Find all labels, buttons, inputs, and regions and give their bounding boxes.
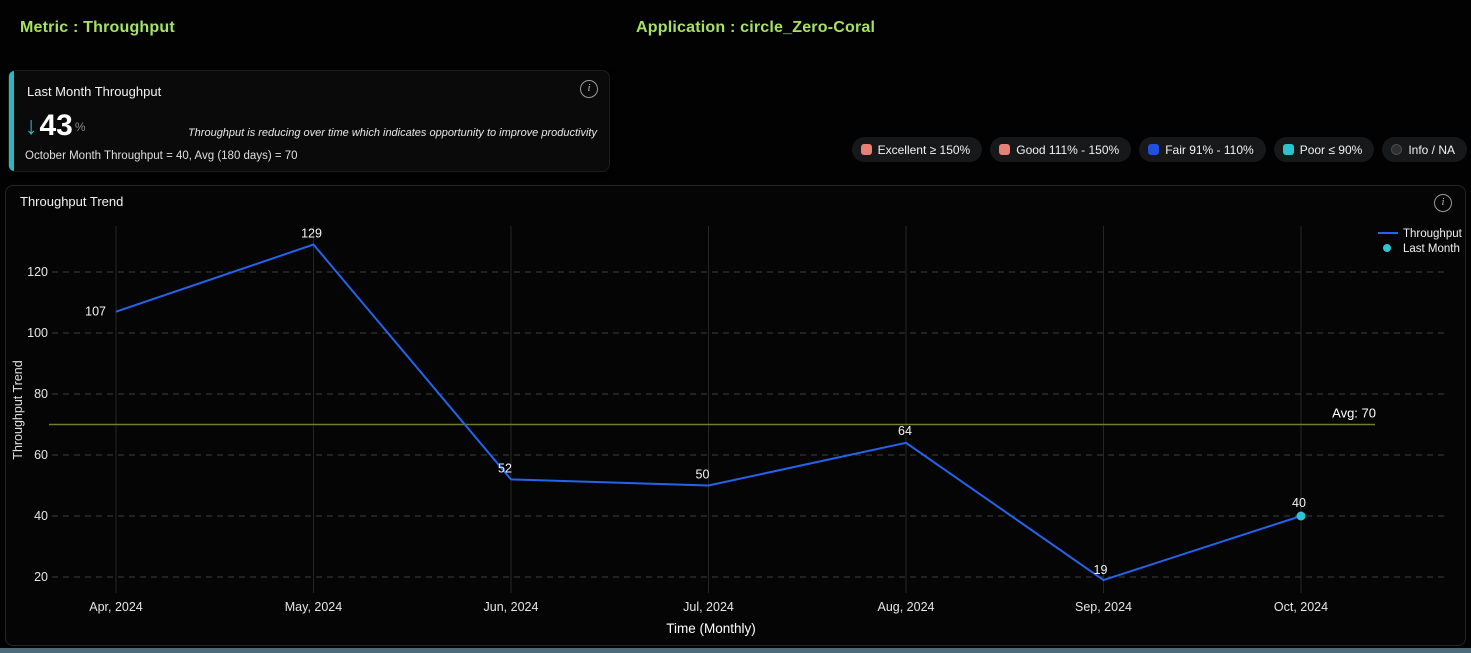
kpi-note: Throughput is reducing over time which i… <box>187 127 597 139</box>
status-circle-icon <box>1391 144 1403 155</box>
x-tick-label: Aug, 2024 <box>878 600 935 614</box>
info-icon[interactable] <box>1434 194 1452 212</box>
last-month-throughput-card: Last Month Throughput ↓ 43 % Throughput … <box>8 70 610 172</box>
arrow-down-icon: ↓ <box>25 111 38 140</box>
horizontal-scrollbar[interactable] <box>0 648 1471 653</box>
status-badge: Good 111% - 150% <box>990 137 1132 162</box>
application-header: Application : circle_Zero-Coral <box>636 19 876 36</box>
status-square-icon <box>860 144 872 155</box>
data-point-label: 64 <box>898 424 912 438</box>
status-badge: Info / NA <box>1382 137 1467 162</box>
data-point-label: 50 <box>696 468 710 482</box>
status-square-icon <box>1148 144 1160 155</box>
x-tick-label: Sep, 2024 <box>1075 600 1132 614</box>
panel-title: Throughput Trend <box>20 194 124 209</box>
status-badge: Poor ≤ 90% <box>1273 137 1375 162</box>
kpi-unit: % <box>74 120 86 134</box>
kpi-detail: October Month Throughput = 40, Avg (180 … <box>25 150 298 162</box>
y-axis-title: Throughput Trend <box>11 360 25 459</box>
status-badge-label: Info / NA <box>1408 142 1455 157</box>
status-badge: Excellent ≥ 150% <box>851 137 983 162</box>
kpi-value: 43 <box>39 109 73 142</box>
metric-header: Metric : Throughput <box>20 19 175 36</box>
y-tick-label: 120 <box>27 265 48 279</box>
x-tick-label: Jul, 2024 <box>683 600 734 614</box>
status-badge-label: Excellent ≥ 150% <box>877 142 971 157</box>
kpi-metric: ↓ 43 % <box>25 111 86 141</box>
throughput-trend-panel: Throughput Trend 20 40 60 80 100 120 Avg: 70 10… <box>5 185 1466 646</box>
y-tick-label: 100 <box>27 326 48 340</box>
status-badge-label: Poor ≤ 90% <box>1299 142 1363 157</box>
y-tick-label: 60 <box>34 448 48 462</box>
x-tick-label: Jun, 2024 <box>484 600 539 614</box>
status-square-icon <box>999 144 1011 155</box>
x-tick-label: May, 2024 <box>285 600 342 614</box>
data-point-label: 129 <box>301 227 322 241</box>
y-tick-label: 80 <box>34 387 48 401</box>
legend-dot-icon <box>1383 244 1391 252</box>
info-icon[interactable] <box>580 80 598 98</box>
data-point-label: 107 <box>85 305 106 319</box>
throughput-line <box>115 243 1302 582</box>
data-point-label: 52 <box>498 461 512 475</box>
status-square-icon <box>1282 144 1294 155</box>
average-label: Avg: 70 <box>1332 406 1376 421</box>
throughput-trend-chart[interactable]: 20 40 60 80 100 120 Avg: 70 107 129 52 50 64 19 40 Apr… <box>6 186 1463 643</box>
legend-last-month-label: Last Month <box>1403 243 1460 255</box>
status-badge-label: Fair 91% - 110% <box>1165 142 1254 157</box>
legend-throughput-label: Throughput <box>1403 228 1463 240</box>
last-month-point <box>1296 511 1306 521</box>
y-tick-label: 40 <box>34 509 48 523</box>
card-accent-bar <box>9 71 14 171</box>
y-tick-label: 20 <box>34 570 48 584</box>
status-badge-label: Good 111% - 150% <box>1016 142 1120 157</box>
x-tick-label: Apr, 2024 <box>89 600 143 614</box>
card-title: Last Month Throughput <box>27 84 162 99</box>
status-legend: Excellent ≥ 150% Good 111% - 150% Fair 91%… <box>851 137 1467 162</box>
data-point-label: 19 <box>1094 563 1108 577</box>
status-badge: Fair 91% - 110% <box>1139 137 1266 162</box>
data-point-label: 40 <box>1292 496 1306 510</box>
x-axis-title: Time (Monthly) <box>666 621 756 636</box>
x-tick-label: Oct, 2024 <box>1274 600 1328 614</box>
